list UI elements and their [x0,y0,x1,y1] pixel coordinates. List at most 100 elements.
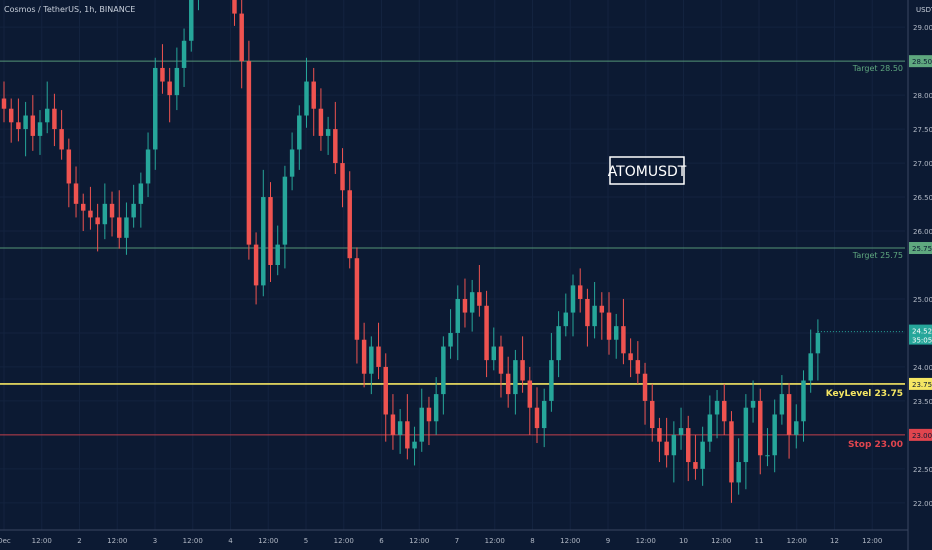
candle-body [354,258,360,340]
symbol-box [609,156,685,185]
candle-body [304,81,309,116]
candle-body [779,394,785,415]
candle-body [722,400,727,422]
time-tick-label: 11 [755,537,764,545]
candle-body [289,149,295,177]
time-tick-label: 12 [830,537,839,545]
candle-body [37,122,43,136]
candle-body [671,434,677,456]
price-tick-label: 26.00 [913,228,932,236]
candle-body [261,197,266,286]
time-tick-label: 12:00 [787,537,807,545]
candle-body [1,98,7,109]
candle-body [390,414,396,435]
candle-body [325,129,331,136]
level-label: Target 28.50 [852,64,903,73]
candle-body [426,407,432,422]
level-price-tag-label: 23.75 [912,381,932,389]
candle-body [469,292,475,313]
candle-body [628,353,633,361]
candles [1,0,821,503]
candle-body [513,360,518,395]
candle-body [613,326,619,340]
level-price-tag-label: 28.50 [912,58,932,66]
candle-body [498,346,504,374]
candle-body [462,298,468,313]
candle-body [549,360,554,401]
current-price-value: 24.52 [912,328,932,336]
current-price-countdown: 35:05 [912,337,932,345]
candle-body [534,407,540,429]
candle-body [376,346,381,367]
candle-body [635,360,641,374]
price-tick-label: 24.00 [913,364,932,372]
candle-body [484,305,489,361]
candle-body [477,292,482,306]
candle-body [686,428,691,463]
candle-body [491,346,497,361]
time-tick-label: 12:00 [334,537,354,545]
candle-body [333,129,338,164]
current-price-tag [909,324,932,345]
candle-body [311,81,316,109]
time-tick-label: 9 [606,537,610,545]
candle-body [275,244,280,265]
candle-body [700,441,705,469]
level-price-tag-label: 25.75 [912,245,932,253]
price-tick-label: 26.50 [913,194,932,202]
level-price-tag [909,242,932,255]
candle-body [181,40,187,68]
candle-body [527,380,533,408]
candle-body [714,400,720,415]
time-tick-label: 12:00 [258,537,278,545]
candle-body [455,298,460,333]
candle-body [145,149,151,184]
candle-body [642,373,648,401]
candle-body [570,285,576,313]
candle-body [750,400,756,408]
candle-body [657,428,662,442]
candle-body [693,462,698,469]
candle-body [167,81,172,96]
candle-body [88,210,93,218]
candle-body [801,380,806,422]
time-tick-label: 12:00 [636,537,656,545]
candle-body [383,366,388,415]
candle-body [239,13,244,62]
candle-body [441,346,446,395]
candle-body [253,244,259,286]
time-tick-label: 3 [153,537,157,545]
candle-body [318,108,324,136]
time-tick-label: 12:00 [107,537,127,545]
level-label: Stop 23.00 [848,440,903,450]
candle-body [73,183,79,204]
price-tick-label: 27.00 [913,160,932,168]
candle-body [138,183,144,204]
candle-body [707,414,713,442]
candle-body [606,312,612,340]
candle-body [131,203,136,218]
candle-body [66,149,72,184]
time-tick-label: 7 [455,537,459,545]
candle-body [361,339,367,374]
candle-body [563,312,569,327]
candle-body [174,67,180,96]
candle-body [786,394,792,435]
time-tick-label: 12:00 [485,537,505,545]
price-tick-label: 22.00 [913,500,932,508]
candle-body [59,129,64,150]
time-tick-label: 12:00 [560,537,580,545]
time-tick-label: 5 [304,537,308,545]
time-tick-label: 12:00 [409,537,429,545]
candle-body [585,298,590,327]
price-tick-label: 29.00 [913,24,932,32]
time-tick-label: Dec [0,537,11,545]
time-tick-label: 8 [530,537,534,545]
candle-body [397,421,403,435]
price-tick-label: 25.00 [913,296,932,304]
candle-body [124,217,129,238]
time-tick-label: 12:00 [862,537,882,545]
